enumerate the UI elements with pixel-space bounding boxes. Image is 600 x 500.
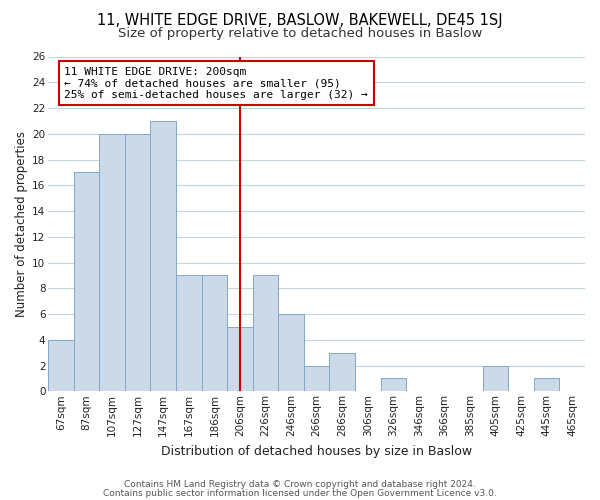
Bar [48,340,74,392]
Bar [227,327,253,392]
Bar [304,366,329,392]
Bar [176,276,202,392]
Bar [151,121,176,392]
Text: Contains HM Land Registry data © Crown copyright and database right 2024.: Contains HM Land Registry data © Crown c… [124,480,476,489]
Bar [380,378,406,392]
Text: Size of property relative to detached houses in Baslow: Size of property relative to detached ho… [118,28,482,40]
Text: Contains public sector information licensed under the Open Government Licence v3: Contains public sector information licen… [103,490,497,498]
Bar [483,366,508,392]
Bar [253,276,278,392]
Text: 11 WHITE EDGE DRIVE: 200sqm
← 74% of detached houses are smaller (95)
25% of sem: 11 WHITE EDGE DRIVE: 200sqm ← 74% of det… [64,66,368,100]
Text: 11, WHITE EDGE DRIVE, BASLOW, BAKEWELL, DE45 1SJ: 11, WHITE EDGE DRIVE, BASLOW, BAKEWELL, … [97,12,503,28]
Y-axis label: Number of detached properties: Number of detached properties [15,131,28,317]
Bar [125,134,151,392]
Bar [202,276,227,392]
Bar [329,352,355,392]
Bar [74,172,100,392]
Bar [278,314,304,392]
Bar [534,378,559,392]
Bar [100,134,125,392]
X-axis label: Distribution of detached houses by size in Baslow: Distribution of detached houses by size … [161,444,472,458]
